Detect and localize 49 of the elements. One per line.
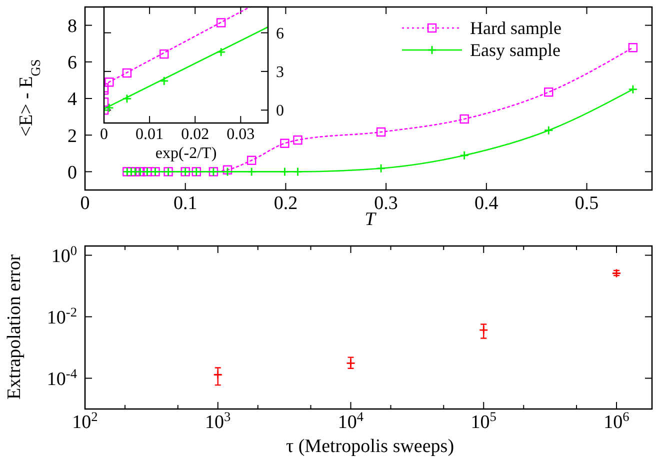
y-tick-label: 4 bbox=[68, 89, 78, 110]
y-axis-title: Extrapolation error bbox=[4, 254, 25, 400]
y-tick-label: 8 bbox=[68, 16, 77, 37]
y-tick-label: 6 bbox=[68, 52, 77, 74]
point bbox=[376, 127, 386, 137]
point bbox=[213, 370, 223, 380]
y-tick-label: 2 bbox=[68, 126, 77, 147]
x-tick-label: 0.4 bbox=[474, 193, 499, 214]
point bbox=[460, 150, 470, 160]
legend-label: Hard sample bbox=[470, 18, 562, 38]
x-tick-label: 0.5 bbox=[574, 193, 599, 214]
y-tick-label: 10$^{-2}$ bbox=[46, 304, 77, 328]
y-tick-label: 10$^{-4}$ bbox=[46, 365, 78, 390]
y-tick-label: 3 bbox=[276, 64, 284, 82]
y-tick-label: 0 bbox=[68, 162, 77, 184]
x-tick-label: 0.3 bbox=[374, 193, 398, 214]
x-tick-label: 10$^{4}$ bbox=[338, 408, 364, 433]
point bbox=[216, 47, 226, 57]
legend-label: Easy sample bbox=[470, 40, 560, 60]
x-tick-label: 0 bbox=[100, 126, 108, 143]
point bbox=[628, 84, 638, 94]
point bbox=[478, 325, 488, 335]
y-tick-label: 10$^{0}$ bbox=[51, 242, 78, 267]
point bbox=[460, 114, 469, 124]
point bbox=[246, 156, 256, 165]
point bbox=[628, 43, 638, 52]
x-tick-label: 0.01 bbox=[136, 126, 164, 143]
x-tick-label: 0.03 bbox=[226, 126, 255, 143]
x-tick-label: 0.1 bbox=[173, 193, 198, 214]
x-tick-label: 10$^{3}$ bbox=[205, 408, 232, 433]
x-tick-label: 0.2 bbox=[274, 193, 298, 214]
point bbox=[544, 87, 554, 97]
x-axis-title: exp(-2/T) bbox=[155, 145, 217, 162]
y-tick-label: 6 bbox=[276, 25, 284, 42]
point bbox=[376, 164, 386, 174]
point bbox=[280, 167, 290, 176]
point bbox=[159, 76, 169, 86]
point bbox=[280, 138, 290, 148]
x-axis-title: τ (Metropolis sweeps) bbox=[286, 436, 454, 457]
point bbox=[293, 135, 302, 145]
x-axis-title: T bbox=[364, 209, 377, 230]
x-tick-label: 10$^{5}$ bbox=[470, 408, 497, 433]
y-tick-label: 0 bbox=[276, 102, 284, 120]
point bbox=[246, 167, 256, 176]
point bbox=[544, 126, 554, 136]
x-tick-label: 10$^{2}$ bbox=[72, 408, 98, 433]
point bbox=[293, 167, 302, 176]
x-tick-label: 10$^{6}$ bbox=[604, 408, 630, 433]
x-tick-label: 0.02 bbox=[181, 126, 210, 143]
